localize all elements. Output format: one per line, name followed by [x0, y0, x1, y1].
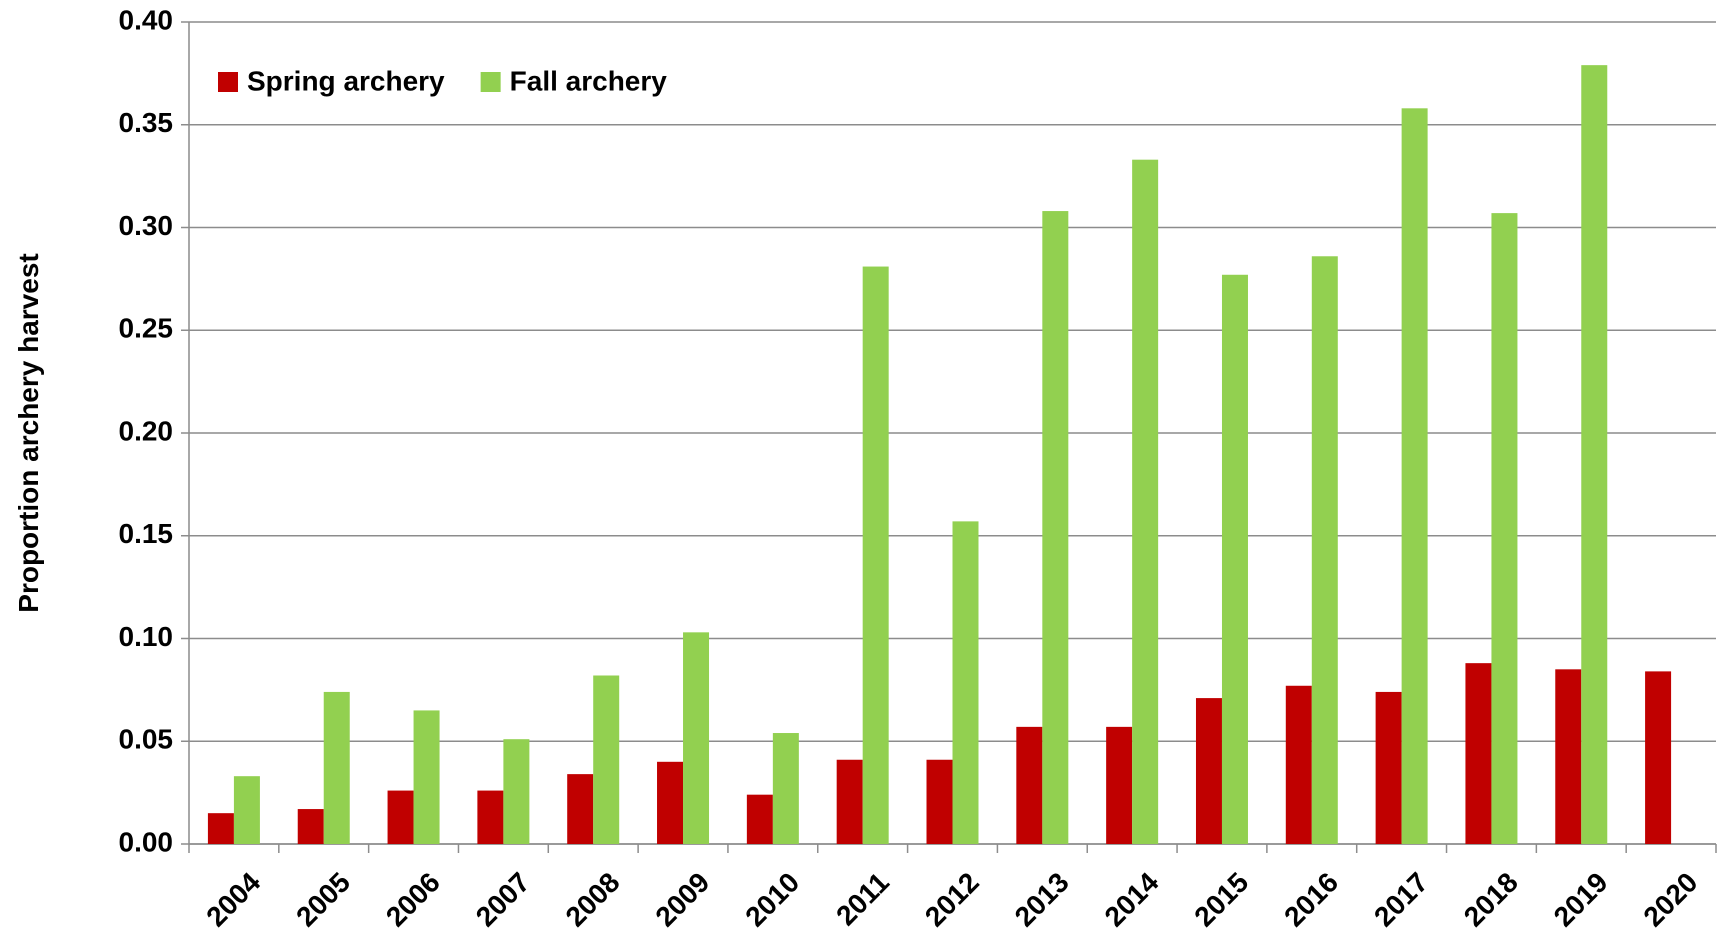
x-tick-label: 2011	[830, 866, 895, 931]
x-tick-label: 2006	[380, 866, 446, 932]
x-tick-label: 2016	[1278, 866, 1344, 932]
bar	[593, 675, 620, 844]
bar	[567, 774, 594, 844]
bar	[1581, 65, 1608, 844]
bar	[683, 632, 710, 844]
y-axis-label: Proportion archery harvest	[13, 253, 44, 612]
y-tick-label: 0.40	[119, 4, 174, 35]
bar	[1375, 691, 1402, 844]
bar	[926, 759, 953, 844]
bar	[323, 691, 350, 844]
y-tick-label: 0.15	[119, 518, 174, 549]
bar	[1491, 213, 1518, 845]
x-tick-label: 2004	[200, 866, 266, 932]
legend-swatch	[480, 72, 501, 92]
x-tick-label: 2014	[1099, 866, 1165, 932]
bar	[1221, 274, 1248, 844]
bar	[1465, 663, 1492, 844]
x-tick-label: 2012	[919, 866, 985, 932]
x-tick-label: 2008	[560, 866, 626, 932]
x-tick-label: 2017	[1368, 866, 1434, 932]
bar	[387, 790, 414, 844]
x-tick-label: 2010	[739, 866, 805, 932]
y-tick-label: 0.35	[119, 107, 174, 138]
bar	[1016, 726, 1043, 844]
bar	[477, 790, 504, 844]
bar	[952, 521, 979, 844]
bar	[207, 813, 234, 844]
legend-label: Fall archery	[510, 65, 668, 96]
y-tick-label: 0.00	[119, 826, 174, 857]
x-tick-label: 2019	[1548, 866, 1614, 932]
y-tick-label: 0.10	[119, 621, 174, 652]
x-tick-label: 2005	[290, 866, 356, 932]
bar	[657, 761, 684, 844]
bar	[746, 794, 773, 844]
y-tick-label: 0.20	[119, 415, 174, 446]
bar	[862, 266, 889, 844]
bar	[503, 739, 530, 844]
bar	[1645, 671, 1672, 844]
bar	[1106, 726, 1133, 844]
x-tick-label: 2015	[1188, 866, 1254, 932]
legend-label: Spring archery	[247, 65, 445, 96]
bar	[1555, 669, 1582, 844]
bar	[233, 776, 260, 844]
x-tick-label: 2018	[1458, 866, 1524, 932]
bar	[1311, 256, 1338, 844]
y-tick-label: 0.25	[119, 313, 174, 344]
x-tick-label: 2013	[1009, 866, 1075, 932]
bar	[1132, 159, 1159, 844]
bar	[1042, 211, 1069, 844]
legend-swatch	[218, 72, 238, 92]
y-tick-label: 0.05	[119, 724, 174, 755]
bar	[1195, 698, 1222, 844]
bar	[297, 809, 324, 844]
y-tick-label: 0.30	[119, 210, 174, 241]
bar	[772, 733, 799, 844]
x-tick-label: 2009	[649, 866, 715, 932]
bar	[1401, 108, 1428, 844]
bar	[836, 759, 863, 844]
bar	[1285, 685, 1312, 844]
bar	[413, 710, 440, 844]
x-tick-label: 2020	[1638, 866, 1704, 932]
x-tick-label: 2007	[470, 866, 536, 932]
